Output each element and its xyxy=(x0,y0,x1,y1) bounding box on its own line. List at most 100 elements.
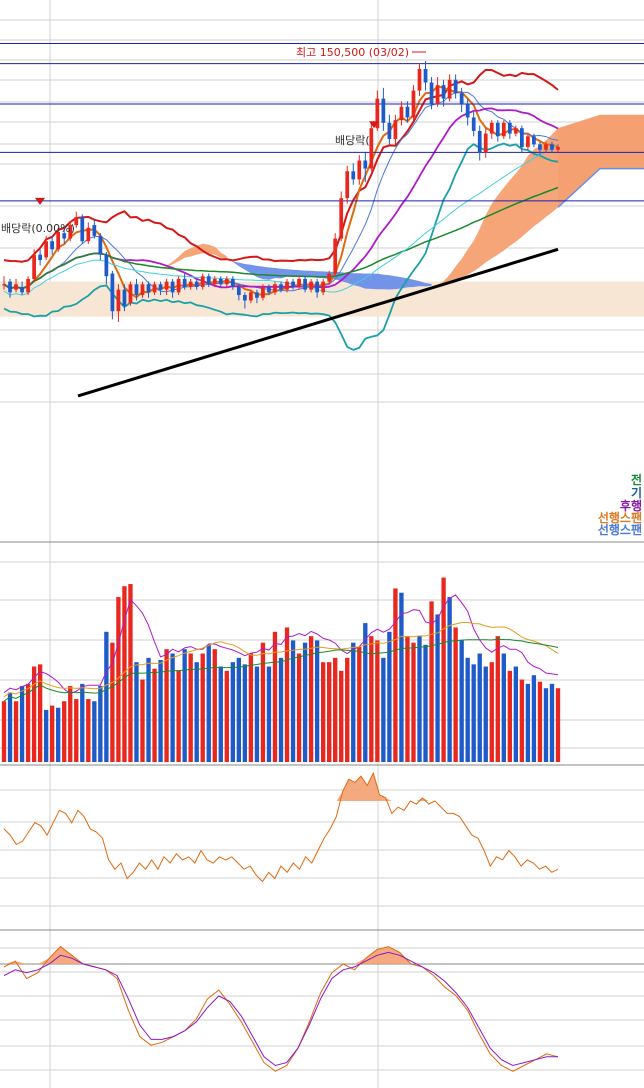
bollinger-upper-line xyxy=(3,68,559,263)
candle xyxy=(423,60,428,91)
candle-body xyxy=(303,278,307,290)
candle xyxy=(122,284,127,312)
candle xyxy=(297,276,301,290)
volume-panel xyxy=(1,577,561,762)
candle xyxy=(399,101,404,126)
candle xyxy=(230,276,235,290)
candle xyxy=(134,278,139,301)
dividend-label-right: 배당락( xyxy=(335,134,370,147)
stochastic-line-2 xyxy=(3,951,558,1067)
volume-bar xyxy=(25,683,31,762)
volume-bar xyxy=(513,666,519,762)
candle-body xyxy=(74,217,79,226)
candle xyxy=(104,252,109,285)
candle xyxy=(507,120,512,139)
volume-bar xyxy=(393,588,398,762)
candle xyxy=(501,120,506,139)
volume-bar xyxy=(188,653,193,762)
candle-body xyxy=(236,286,241,296)
leading-span-b-line xyxy=(557,167,644,208)
candle-body xyxy=(230,278,235,287)
legend-item: 선행스팬 xyxy=(598,510,642,525)
candle-body xyxy=(532,136,536,145)
volume-bar xyxy=(314,640,320,762)
candle-body xyxy=(345,171,350,199)
legend-item: 기 xyxy=(631,485,642,500)
candle xyxy=(206,273,211,287)
volume-bar xyxy=(477,653,482,762)
volume-bar xyxy=(182,649,187,762)
volume-bar xyxy=(134,662,139,762)
volume-bar xyxy=(1,701,7,762)
candle-body xyxy=(471,117,476,131)
candle-body xyxy=(50,241,55,250)
candle-body xyxy=(489,122,494,134)
candle xyxy=(255,289,259,304)
candle xyxy=(152,281,157,296)
candle xyxy=(550,141,554,153)
volume-bar xyxy=(266,666,272,762)
volume-bar xyxy=(290,640,296,762)
volume-bar xyxy=(543,688,549,762)
dividend-arrow-icon xyxy=(369,121,379,129)
candle-body xyxy=(267,286,271,293)
candle xyxy=(267,284,271,296)
candle xyxy=(315,278,319,298)
candle-body xyxy=(80,217,85,242)
candle-body xyxy=(513,128,518,134)
candle-body xyxy=(218,278,223,285)
candle xyxy=(387,114,392,145)
candle-body xyxy=(62,233,67,239)
candle xyxy=(513,125,518,137)
candle-body xyxy=(56,231,61,250)
volume-bar xyxy=(501,653,506,762)
volume-bar xyxy=(194,662,199,762)
volume-bar xyxy=(465,657,470,762)
candle xyxy=(393,114,398,145)
candle-body xyxy=(140,284,145,296)
volume-bar xyxy=(381,657,386,762)
volume-bar xyxy=(236,657,242,762)
oscillator-panel-2 xyxy=(0,945,644,1072)
candle-body xyxy=(2,284,6,286)
volume-bar xyxy=(152,668,157,762)
candle-body xyxy=(206,276,211,285)
candle-body xyxy=(477,130,482,153)
volume-bar xyxy=(260,642,266,762)
candle-body xyxy=(134,284,139,296)
volume-bar xyxy=(110,642,115,762)
volume-ma20-line xyxy=(3,622,559,698)
candle xyxy=(8,278,12,298)
candle xyxy=(495,120,500,142)
legend-item: 후행 xyxy=(620,498,642,513)
candle xyxy=(339,191,344,242)
volume-bar xyxy=(218,666,223,762)
candle-body xyxy=(538,144,542,150)
candle xyxy=(38,249,42,266)
volume-bar xyxy=(555,688,561,762)
candle xyxy=(291,278,295,290)
candle xyxy=(538,141,542,156)
candle-body xyxy=(243,295,247,301)
candle-body xyxy=(411,90,416,118)
candle-body xyxy=(435,85,440,104)
ichimoku-cloud-leading xyxy=(558,114,644,208)
candle xyxy=(477,125,482,161)
volume-bar xyxy=(375,640,380,762)
candle-body xyxy=(393,120,398,139)
candle xyxy=(74,211,79,228)
candle-body xyxy=(550,144,554,150)
volume-bar xyxy=(441,577,446,762)
candle-body xyxy=(399,106,404,121)
candle xyxy=(435,77,440,107)
volume-bar xyxy=(387,631,392,762)
volume-bar xyxy=(122,586,127,762)
volume-bar xyxy=(308,636,314,762)
volume-bar xyxy=(435,614,440,762)
candle xyxy=(194,278,199,290)
volume-bar xyxy=(212,649,217,762)
candle-body xyxy=(339,198,344,239)
candle xyxy=(369,122,374,172)
volume-bar xyxy=(453,627,458,762)
